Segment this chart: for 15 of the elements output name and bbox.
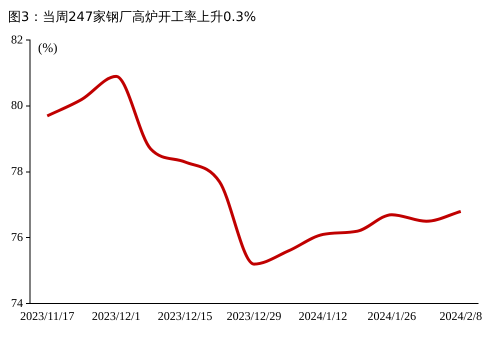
y-tick-label: 74 bbox=[11, 296, 23, 310]
y-axis-title: (%) bbox=[38, 40, 58, 56]
x-tick-label: 2024/1/12 bbox=[298, 308, 348, 323]
x-tick-label: 2023/12/15 bbox=[158, 308, 212, 323]
y-tick-label: 78 bbox=[11, 164, 23, 178]
y-tick-label: 82 bbox=[11, 32, 23, 46]
x-tick-label: 2023/12/1 bbox=[92, 308, 140, 323]
line-series bbox=[46, 74, 462, 266]
x-tick-label: 2023/12/29 bbox=[226, 308, 282, 323]
x-tick-label: 2024/2/8 bbox=[439, 308, 482, 323]
chart-title: 图3：当周247家钢厂高炉开工率上升0.3% bbox=[8, 9, 258, 26]
y-tick-label: 76 bbox=[11, 230, 23, 244]
y-tick-label: 80 bbox=[11, 98, 23, 112]
x-tick-label: 2024/1/26 bbox=[368, 308, 416, 323]
x-tick-label: 2023/11/17 bbox=[20, 308, 74, 323]
